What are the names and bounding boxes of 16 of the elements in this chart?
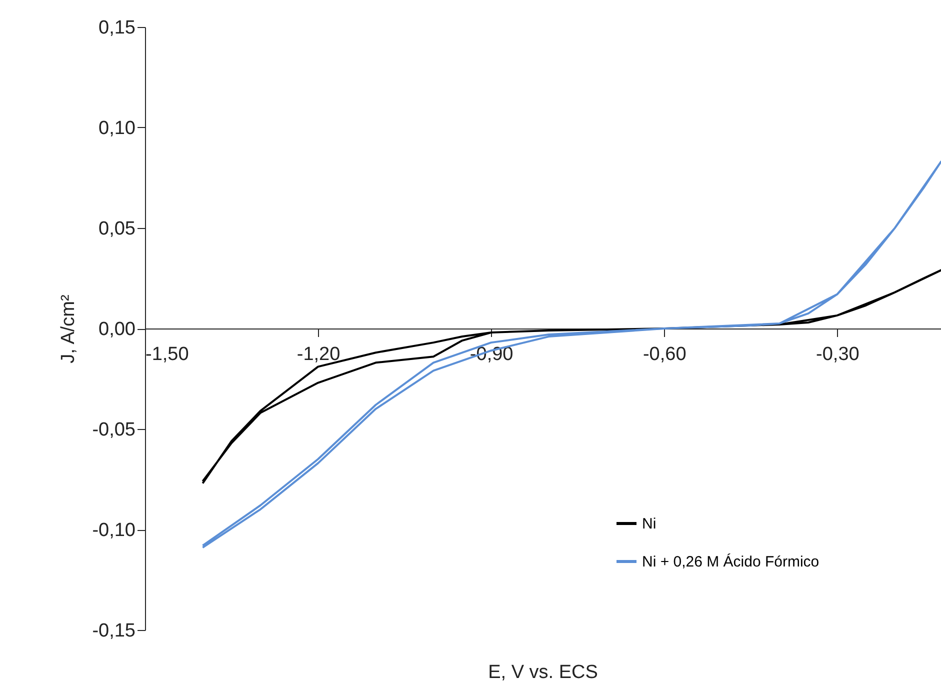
x-tick-label: -0,30	[816, 344, 860, 365]
y-tick-label: 0,05	[98, 218, 136, 240]
y-axis-title: J, A/cm²	[58, 294, 80, 364]
line-series	[202, 160, 941, 549]
x-tick-label: -1,20	[296, 344, 340, 365]
y-tick-label: 0,00	[98, 319, 136, 340]
y-tick-label: 0,15	[98, 18, 136, 38]
y-tick-label: -0,15	[92, 620, 136, 642]
legend-label: Ni + 0,26 M Ácido Fórmico	[642, 552, 820, 570]
legend-label: Ni	[642, 516, 656, 532]
x-tick-label: -0,60	[642, 344, 686, 365]
y-tick-label: -0,05	[92, 420, 136, 440]
x-tick-label: -1,50	[146, 344, 189, 365]
x-axis-title: E, V vs. ECS	[488, 662, 598, 683]
y-tick-label: 0,10	[98, 118, 136, 139]
y-tick-label: -0,10	[92, 520, 136, 541]
